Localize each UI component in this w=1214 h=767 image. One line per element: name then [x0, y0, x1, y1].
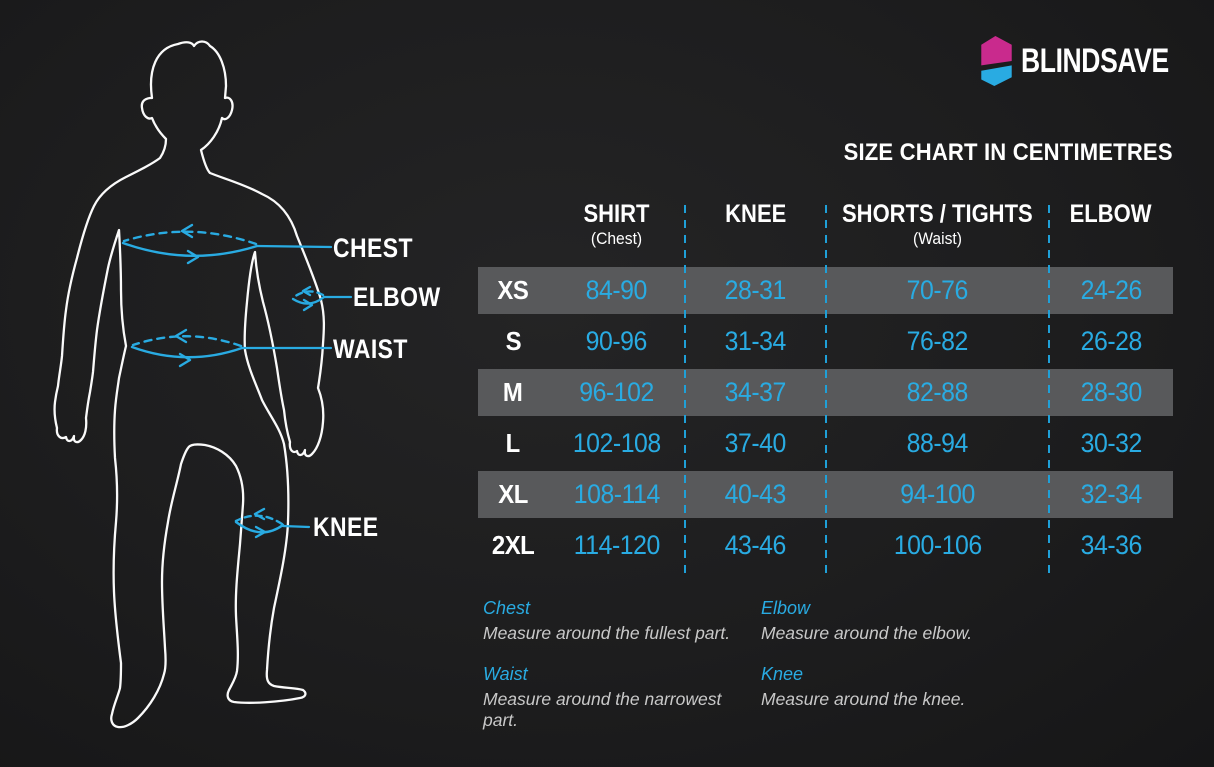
arrow-left-icon — [301, 285, 312, 297]
shirt-value: 90-96 — [585, 326, 648, 356]
knee-value: 37-40 — [724, 428, 787, 458]
header-size-col — [478, 200, 548, 267]
chest-label: CHEST — [333, 233, 413, 263]
size-label: XS — [497, 275, 529, 305]
shirt-value: 102-108 — [572, 428, 661, 458]
size-label: 2XL — [491, 530, 535, 560]
size-label: S — [505, 326, 521, 356]
knee-label: KNEE — [313, 512, 379, 542]
note-knee: Knee Measure around the knee. — [761, 664, 966, 709]
elbow-value: 32-34 — [1080, 479, 1142, 509]
brand-wordmark: BLINDSAVE — [1021, 41, 1169, 80]
column-separator — [1048, 205, 1050, 580]
measurement-notes: Chest Measure around the fullest part. E… — [483, 598, 1173, 731]
knee-value: 34-37 — [724, 377, 787, 407]
knee-value: 28-31 — [724, 275, 787, 305]
size-row-2xl: 2XL 114-120 43-46 100-106 34-36 — [478, 522, 1173, 569]
arrow-right-icon — [178, 352, 192, 368]
size-label: M — [503, 377, 523, 407]
arrow-left-icon — [174, 328, 188, 344]
header-elbow: ELBOW — [1070, 200, 1152, 228]
shorts-tights-value: 76-82 — [906, 326, 969, 356]
logo-hexagon-icon — [981, 36, 1012, 86]
shirt-value: 114-120 — [573, 530, 660, 560]
size-table: SHIRT (Chest) KNEE SHORTS / TIGHTS (Wais… — [478, 200, 1173, 580]
elbow-value: 34-36 — [1080, 530, 1142, 560]
elbow-value: 24-26 — [1080, 275, 1142, 305]
arrow-right-icon — [254, 525, 267, 539]
header-shorts-tights: SHORTS / TIGHTS (Waist) — [842, 200, 1033, 248]
shirt-value: 108-114 — [573, 479, 660, 509]
body-silhouette — [53, 40, 326, 729]
knee-measure-ring — [234, 507, 311, 539]
knee-value: 43-46 — [724, 530, 787, 560]
shirt-value: 84-90 — [585, 275, 648, 305]
brand-logo: BLINDSAVE — [981, 36, 1210, 86]
arrow-right-icon — [186, 249, 200, 265]
column-separator — [684, 205, 686, 580]
note-elbow: Elbow Measure around the elbow. — [761, 598, 973, 643]
body-outline-figure — [53, 40, 353, 729]
elbow-value: 28-30 — [1080, 377, 1142, 407]
arrow-left-icon — [253, 507, 266, 521]
note-chest: Chest Measure around the fullest part. — [483, 598, 731, 643]
elbow-value: 26-28 — [1080, 326, 1142, 356]
waist-label: WAIST — [333, 334, 408, 364]
knee-leader-line — [281, 524, 311, 529]
shirt-value: 96-102 — [579, 377, 654, 407]
shorts-tights-value: 70-76 — [906, 275, 969, 305]
elbow-label: ELBOW — [353, 282, 441, 312]
knee-value: 40-43 — [724, 479, 787, 509]
page-title: SIZE CHART IN CENTIMETRES — [843, 139, 1173, 166]
size-table-header: SHIRT (Chest) KNEE SHORTS / TIGHTS (Wais… — [478, 200, 1173, 267]
size-row-s: S 90-96 31-34 76-82 26-28 — [478, 318, 1173, 365]
elbow-value: 30-32 — [1080, 428, 1142, 458]
size-label: L — [505, 428, 521, 458]
elbow-measure-ring — [291, 285, 353, 312]
column-separator — [825, 205, 827, 580]
chest-leader-line — [255, 244, 333, 249]
header-knee: KNEE — [724, 200, 787, 228]
chest-measure-ring — [121, 223, 333, 265]
note-waist: Waist Measure around the narrowest part. — [483, 664, 722, 730]
shorts-tights-value: 88-94 — [906, 428, 969, 458]
size-row-l: L 102-108 37-40 88-94 30-32 — [478, 420, 1173, 467]
header-shirt: SHIRT (Chest) — [583, 200, 650, 248]
size-label: XL — [498, 479, 528, 509]
shorts-tights-value: 100-106 — [893, 530, 982, 560]
arrow-left-icon — [180, 223, 194, 239]
arrow-right-icon — [302, 298, 314, 312]
shorts-tights-value: 94-100 — [900, 479, 975, 509]
waist-measure-ring — [130, 328, 333, 368]
shorts-tights-value: 82-88 — [906, 377, 969, 407]
knee-value: 31-34 — [724, 326, 787, 356]
